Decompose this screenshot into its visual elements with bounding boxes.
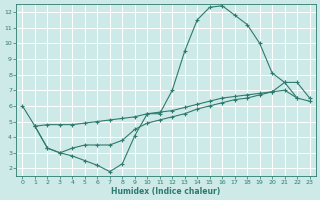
X-axis label: Humidex (Indice chaleur): Humidex (Indice chaleur) (111, 187, 221, 196)
